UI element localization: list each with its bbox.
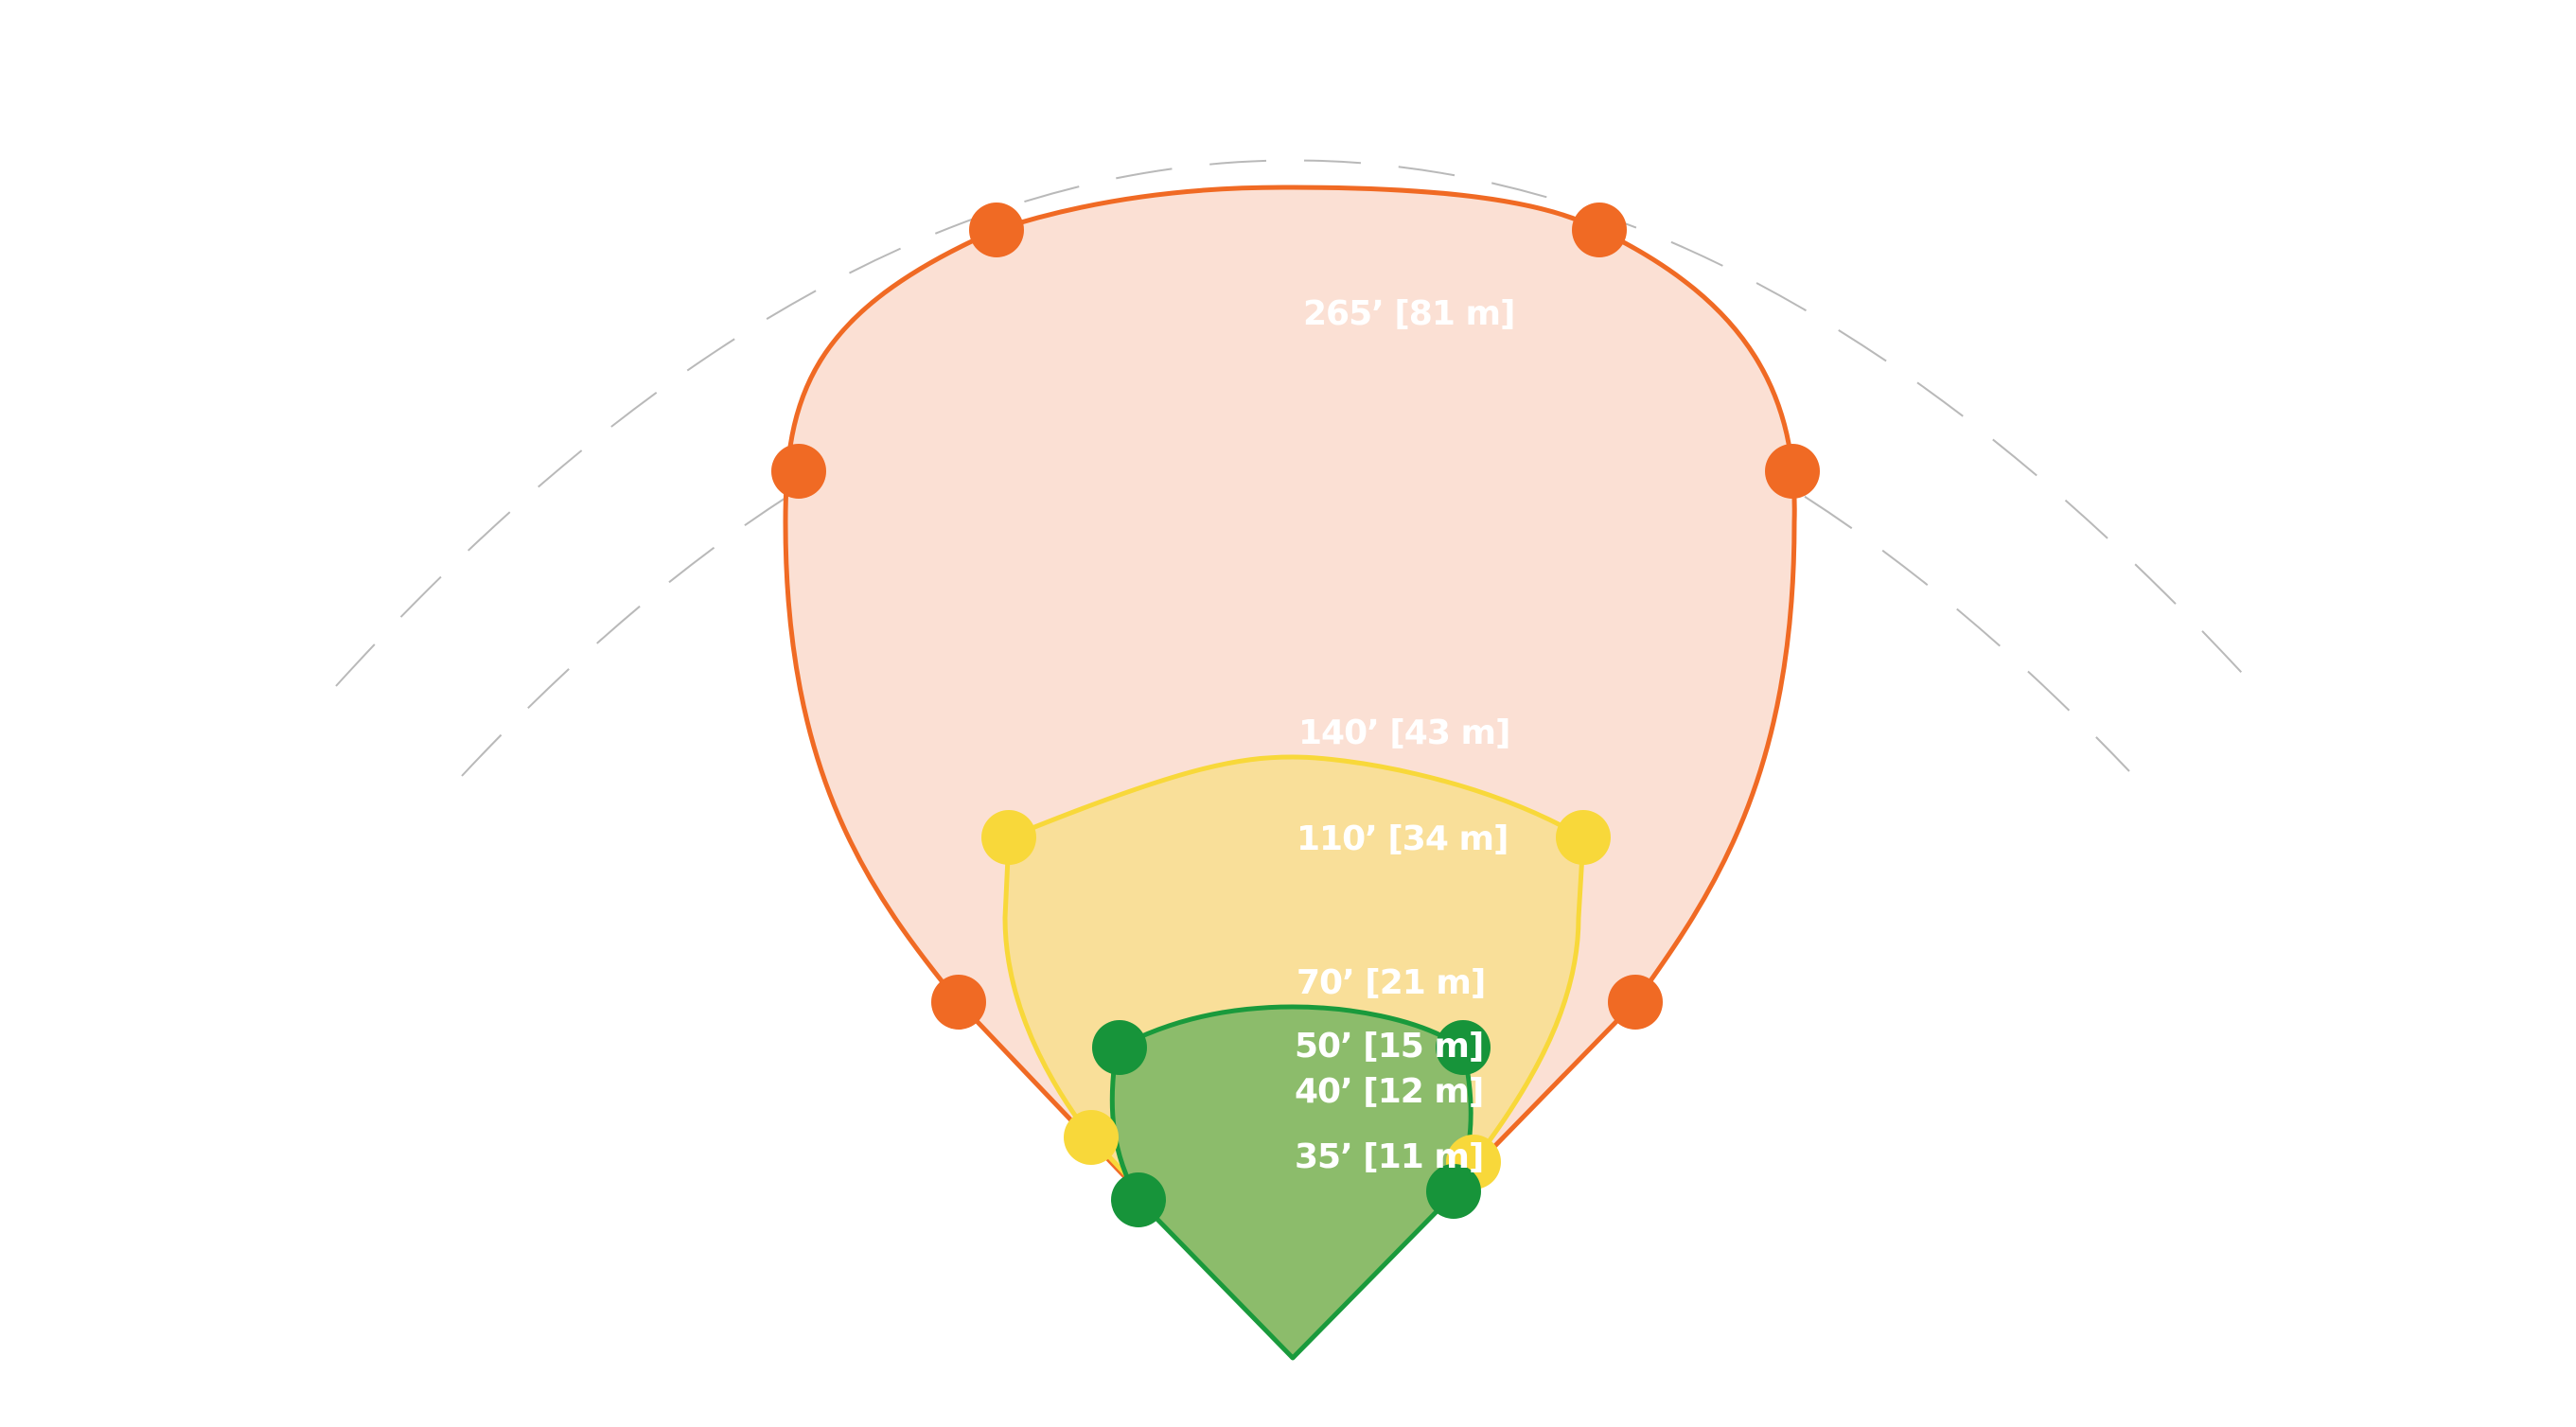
outer-marker [1765, 444, 1820, 499]
middle-marker [981, 810, 1036, 865]
outer-marker [771, 444, 826, 499]
outer-marker [969, 203, 1024, 257]
inner-marker [1092, 1020, 1147, 1075]
outer-marker [931, 975, 986, 1030]
label-265ft: 265’ [81 m] [1303, 294, 1514, 333]
label-140ft: 140’ [43 m] [1298, 714, 1509, 752]
inner-marker [1426, 1164, 1481, 1219]
middle-marker [1064, 1110, 1119, 1165]
inner-zone [1109, 1004, 1473, 1361]
outer-dashed-arc [335, 159, 2253, 687]
label-50ft: 50’ [15 m] [1295, 1027, 1483, 1066]
label-110ft: 110’ [34 m] [1297, 819, 1508, 858]
inner-marker [1436, 1020, 1491, 1075]
outer-marker [1572, 203, 1627, 257]
middle-marker [1556, 810, 1611, 865]
label-35ft: 35’ [11 m] [1295, 1137, 1483, 1176]
label-40ft: 40’ [12 m] [1295, 1072, 1483, 1111]
outer-marker [1608, 975, 1663, 1030]
label-70ft: 70’ [21 m] [1297, 963, 1485, 1002]
inner-marker [1111, 1172, 1166, 1227]
